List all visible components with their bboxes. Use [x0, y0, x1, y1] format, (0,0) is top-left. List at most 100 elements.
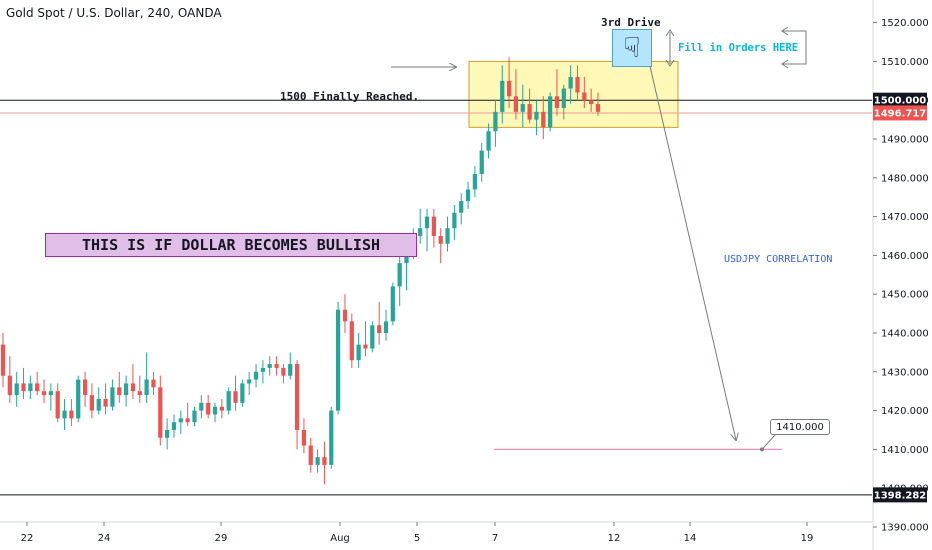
candle-body	[520, 104, 525, 112]
price-label: 1496.717	[874, 108, 927, 119]
candle-body	[247, 379, 252, 384]
candle-body	[493, 111, 498, 132]
candle-body	[424, 216, 430, 229]
candle-body	[89, 395, 95, 411]
candle-body	[123, 383, 129, 396]
chart-title: Gold Spot / U.S. Dollar, 240, OANDA	[6, 6, 222, 20]
y-tick-label: 1390.000	[881, 523, 929, 534]
y-tick-label: 1450.000	[881, 290, 929, 301]
x-tick-label: 7	[492, 533, 498, 544]
candle-body	[110, 387, 115, 407]
candle-body	[185, 418, 190, 423]
projection-arrow[interactable]	[643, 39, 736, 440]
candle-body	[199, 402, 204, 411]
candle-body	[48, 391, 53, 396]
candle-body	[486, 131, 491, 151]
candle-body	[240, 383, 245, 403]
candle-body	[445, 228, 450, 244]
candle-body	[294, 364, 300, 430]
x-tick-label: 29	[215, 533, 228, 544]
candle-body	[35, 383, 40, 392]
pointing-hand-icon[interactable]: ☟	[612, 29, 652, 67]
price-label: 1398.282	[874, 490, 927, 501]
candle-body	[349, 321, 354, 361]
candle-body	[55, 391, 60, 419]
x-tick-label: 14	[684, 533, 697, 544]
candle-body	[21, 383, 26, 392]
candle-body	[69, 410, 74, 419]
candle-body	[178, 418, 183, 423]
candle-body	[568, 76, 573, 89]
x-tick-label: 12	[608, 533, 621, 544]
candle-body	[513, 96, 519, 112]
fill-bracket-arrows	[781, 26, 789, 69]
candle-body	[479, 150, 484, 174]
candle-body	[329, 410, 334, 465]
candle-body	[226, 391, 231, 411]
candle-body	[315, 457, 320, 465]
candle-body	[301, 430, 307, 446]
candle-body	[103, 398, 108, 407]
candle-body	[472, 173, 478, 190]
candle-body	[582, 92, 587, 101]
candle-body	[418, 228, 423, 236]
range-bracket-arrows	[665, 29, 675, 67]
candle-body	[219, 406, 224, 411]
y-tick-label: 1420.000	[881, 406, 929, 417]
candle-body	[390, 286, 395, 322]
candle-body	[96, 398, 101, 411]
candle-body	[171, 422, 177, 430]
candle-body	[130, 383, 136, 392]
third-drive-annotation[interactable]: 3rd Drive	[601, 16, 661, 29]
y-tick-label: 1460.000	[881, 251, 929, 262]
candle-body	[554, 96, 560, 108]
candle-body	[397, 263, 402, 287]
candle-body	[165, 430, 170, 438]
y-tick-label: 1430.000	[881, 367, 929, 378]
y-tick-label: 1490.000	[881, 135, 929, 146]
x-tick-label: 24	[98, 533, 111, 544]
candle-body	[534, 111, 539, 120]
candle-body	[192, 410, 197, 423]
candle-body	[117, 387, 122, 396]
candle-body	[233, 391, 238, 403]
correlation-annotation[interactable]: USDJPY CORRELATION	[724, 254, 833, 265]
fill-bracket	[782, 30, 807, 65]
fill-orders-annotation[interactable]: Fill in Orders HERE	[678, 42, 799, 54]
y-tick-label: 1470.000	[881, 212, 929, 223]
x-tick-label: Aug	[330, 533, 350, 544]
candle-body	[82, 379, 88, 396]
candle-body	[76, 379, 81, 419]
candle-body	[370, 325, 375, 349]
x-tick-label: 22	[21, 533, 34, 544]
candle-body	[356, 344, 361, 361]
x-tick-label: 19	[801, 533, 814, 544]
candle-body	[575, 76, 580, 93]
candle-body	[506, 80, 512, 97]
candle-body	[342, 309, 348, 322]
candle-body	[0, 344, 6, 376]
candle-body	[465, 189, 471, 202]
candle-body	[206, 402, 211, 415]
candle-body	[281, 367, 286, 376]
candle-body	[7, 375, 12, 396]
candle-body	[144, 379, 149, 396]
target-callout-line	[761, 434, 776, 450]
y-tick-label: 1520.000	[881, 18, 929, 29]
x-tick-label: 5	[414, 533, 420, 544]
candle-body	[561, 88, 566, 108]
candle-body	[431, 216, 436, 236]
candle-body	[589, 100, 594, 105]
price-label-bg	[873, 92, 927, 108]
y-tick-label: 1410.000	[881, 445, 929, 456]
price-label: 1500.000	[874, 96, 927, 107]
reached-annotation[interactable]: 1500 Finally Reached.	[280, 90, 420, 103]
candle-body	[383, 321, 389, 333]
y-tick-label: 1480.000	[881, 173, 929, 184]
candle-body	[595, 104, 601, 112]
bullish-annotation[interactable]: THIS IS IF DOLLAR BECOMES BULLISH	[45, 233, 417, 257]
candle-body	[62, 410, 67, 419]
candle-body	[260, 367, 266, 372]
target-price-label[interactable]: 1410.000	[770, 419, 830, 435]
